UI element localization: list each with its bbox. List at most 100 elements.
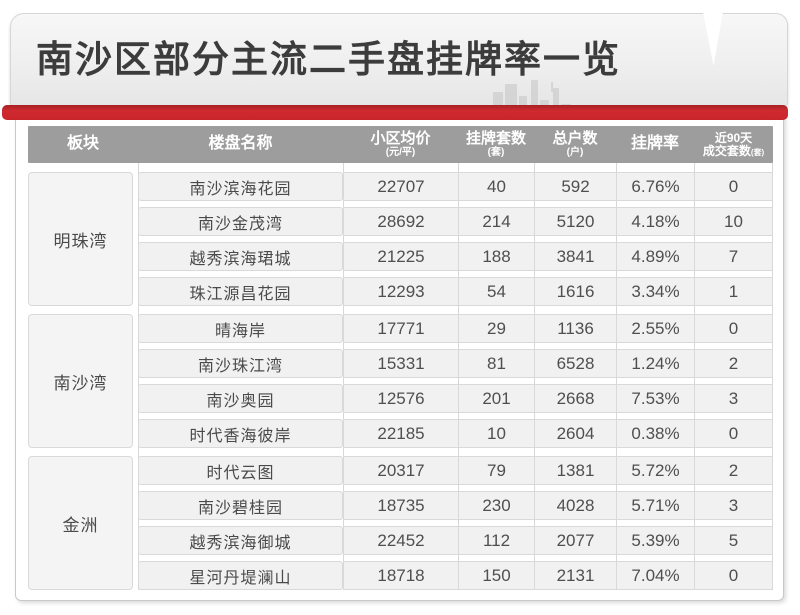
total-units: 2668 [534, 385, 616, 412]
listing-rate: 7.04% [616, 562, 694, 589]
col-header-total: 总户数 (户) [552, 129, 598, 158]
avg-price: 18735 [343, 492, 458, 519]
block-label: 南沙湾 [28, 314, 133, 448]
avg-price: 22707 [343, 173, 458, 200]
table-row: 珠江源昌花园 12293 54 1616 3.34% 1 [138, 277, 773, 306]
listing-rate: 6.76% [616, 173, 694, 200]
listed-units: 81 [458, 350, 534, 377]
estate-name: 越秀滨海珺城 [138, 242, 343, 271]
col-header-block: 板块 [66, 135, 99, 153]
avg-price: 17771 [343, 315, 458, 342]
deals-90d: 0 [694, 562, 772, 589]
listing-rate: 5.71% [616, 492, 694, 519]
total-units: 1381 [534, 457, 616, 484]
listed-units: 188 [458, 243, 534, 270]
deals-90d: 0 [694, 315, 772, 342]
deals-90d: 2 [694, 457, 772, 484]
estate-name: 南沙奥园 [138, 384, 343, 413]
listed-units: 150 [458, 562, 534, 589]
deals-90d: 10 [694, 208, 772, 235]
block-group-nanshawan: 南沙湾 晴海岸 17771 29 1136 2.55% 0 南沙珠江湾 1533… [28, 314, 773, 448]
total-units: 1136 [534, 315, 616, 342]
col-header-name: 楼盘名称 [208, 135, 273, 153]
deals-90d: 3 [694, 385, 772, 412]
table-row: 时代香海彼岸 22185 10 2604 0.38% 0 [138, 419, 773, 448]
table-row: 南沙奥园 12576 201 2668 7.53% 3 [138, 384, 773, 413]
avg-price: 21225 [343, 243, 458, 270]
total-units: 592 [534, 173, 616, 200]
listing-rate: 7.53% [616, 385, 694, 412]
listed-units: 10 [458, 420, 534, 447]
title-banner: 南沙区部分主流二手盘挂牌率一览 [10, 13, 788, 120]
total-units: 1616 [534, 278, 616, 305]
listing-rate: 0.38% [616, 420, 694, 447]
table-row: 南沙滨海花园 22707 40 592 6.76% 0 [138, 172, 773, 201]
table-row: 越秀滨海御城 22452 112 2077 5.39% 5 [138, 526, 773, 555]
listed-units: 112 [458, 527, 534, 554]
deals-90d: 1 [694, 278, 772, 305]
listing-rate: 5.39% [616, 527, 694, 554]
block-group-jinzhou: 金洲 时代云图 20317 79 1381 5.72% 2 南沙碧桂园 1873… [28, 456, 773, 590]
estate-name: 南沙珠江湾 [138, 349, 343, 378]
page-title: 南沙区部分主流二手盘挂牌率一览 [36, 39, 621, 80]
table-row: 时代云图 20317 79 1381 5.72% 2 [138, 456, 773, 485]
avg-price: 12293 [343, 278, 458, 305]
listed-units: 54 [458, 278, 534, 305]
table-row: 晴海岸 17771 29 1136 2.55% 0 [138, 314, 773, 343]
listed-units: 214 [458, 208, 534, 235]
listing-rate: 2.55% [616, 315, 694, 342]
table-row: 南沙碧桂园 18735 230 4028 5.71% 3 [138, 491, 773, 520]
avg-price: 22185 [343, 420, 458, 447]
estate-name: 时代香海彼岸 [138, 419, 343, 448]
listing-rate: 4.89% [616, 243, 694, 270]
listing-rate: 5.72% [616, 457, 694, 484]
col-header-price: 小区均价 (元/平) [370, 129, 431, 158]
estate-name: 南沙滨海花园 [138, 172, 343, 201]
estate-name: 珠江源昌花园 [138, 277, 343, 306]
table-row: 南沙珠江湾 15331 81 6528 1.24% 2 [138, 349, 773, 378]
listed-units: 230 [458, 492, 534, 519]
listed-units: 40 [458, 173, 534, 200]
table-row: 越秀滨海珺城 21225 188 3841 4.89% 7 [138, 242, 773, 271]
total-units: 3841 [534, 243, 616, 270]
total-units: 2604 [534, 420, 616, 447]
table-row: 南沙金茂湾 28692 214 5120 4.18% 10 [138, 207, 773, 236]
avg-price: 20317 [343, 457, 458, 484]
deals-90d: 5 [694, 527, 772, 554]
estate-name: 晴海岸 [138, 314, 343, 343]
listing-rate: 3.34% [616, 278, 694, 305]
listing-rate: 4.18% [616, 208, 694, 235]
estate-name: 时代云图 [138, 456, 343, 485]
deals-90d: 2 [694, 350, 772, 377]
deals-90d: 7 [694, 243, 772, 270]
total-units: 6528 [534, 350, 616, 377]
deals-90d: 3 [694, 492, 772, 519]
total-units: 2077 [534, 527, 616, 554]
table-row: 星河丹堤澜山 18718 150 2131 7.04% 0 [138, 561, 773, 590]
estate-name: 南沙碧桂园 [138, 491, 343, 520]
col-header-rate: 挂牌率 [630, 135, 679, 153]
avg-price: 18718 [343, 562, 458, 589]
deals-90d: 0 [694, 420, 772, 447]
listed-units: 201 [458, 385, 534, 412]
col-header-deals: 近90天 成交套数(套) [702, 130, 765, 158]
listing-rate: 1.24% [616, 350, 694, 377]
estate-name: 星河丹堤澜山 [138, 561, 343, 590]
table-header-row: 板块 楼盘名称 小区均价 (元/平) 挂牌套数 (套) 总户数 (户) 挂牌率 … [28, 126, 773, 163]
deals-90d: 0 [694, 173, 772, 200]
total-units: 5120 [534, 208, 616, 235]
block-label: 明珠湾 [28, 172, 133, 306]
red-ribbon-bar [2, 105, 788, 120]
listed-units: 79 [458, 457, 534, 484]
listed-units: 29 [458, 315, 534, 342]
avg-price: 15331 [343, 350, 458, 377]
avg-price: 28692 [343, 208, 458, 235]
listing-rate-table-card: 板块 楼盘名称 小区均价 (元/平) 挂牌套数 (套) 总户数 (户) 挂牌率 … [15, 112, 784, 601]
estate-name: 南沙金茂湾 [138, 207, 343, 236]
block-label: 金洲 [28, 456, 133, 590]
col-header-listed: 挂牌套数 (套) [465, 129, 526, 158]
avg-price: 12576 [343, 385, 458, 412]
estate-name: 越秀滨海御城 [138, 526, 343, 555]
avg-price: 22452 [343, 527, 458, 554]
block-group-mingzhuwan: 明珠湾 南沙滨海花园 22707 40 592 6.76% 0 南沙金茂湾 28… [28, 172, 773, 306]
